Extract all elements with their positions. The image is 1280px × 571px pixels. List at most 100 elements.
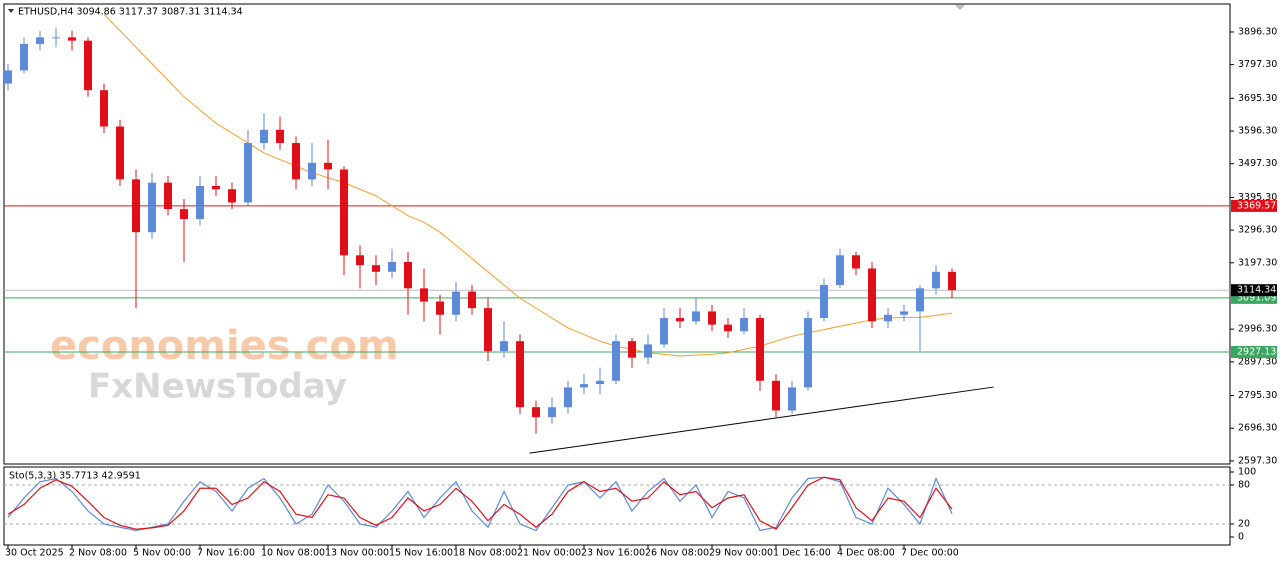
main-panel-frame: [3, 3, 1231, 465]
indicator-panel-frame: [3, 466, 1231, 546]
candle-body: [900, 311, 908, 315]
candle-body: [164, 182, 172, 210]
y-tick-label: 3596.30: [1238, 126, 1277, 137]
candle-body: [404, 261, 412, 289]
candle-body: [372, 265, 380, 272]
candle-body: [756, 318, 764, 381]
candle-body: [292, 143, 300, 180]
x-tick-label: 2 Nov 08:00: [69, 548, 127, 559]
x-tick-label: 18 Nov 08:00: [453, 548, 517, 559]
candle-body: [884, 314, 892, 322]
candle-body: [468, 291, 476, 309]
candle-body: [324, 162, 332, 170]
candle-body: [596, 380, 604, 385]
candle-body: [772, 380, 780, 411]
y-tick-label: 3395.30: [1238, 192, 1277, 203]
candle-body: [148, 182, 156, 233]
candle-body: [484, 308, 492, 352]
x-tick-label: 26 Nov 08:00: [645, 548, 709, 559]
y-tick-label: 3497.30: [1238, 158, 1277, 169]
candle-body: [836, 255, 844, 286]
price-label: 2927.13: [1237, 347, 1276, 358]
candle-body: [388, 261, 396, 272]
candle-body: [180, 209, 188, 219]
stochastic-line: [7, 476, 953, 530]
candle-body: [788, 387, 796, 411]
candle-body: [36, 37, 44, 44]
y-tick-label: 3296.30: [1238, 225, 1277, 236]
x-tick-label: 7 Nov 16:00: [197, 548, 255, 559]
candle-body: [804, 318, 812, 388]
candle-body: [420, 288, 428, 302]
x-tick-label: 7 Dec 00:00: [901, 548, 959, 559]
candle-body: [548, 407, 556, 418]
price-label: 3091.09: [1237, 292, 1276, 303]
candle-body: [196, 185, 204, 219]
x-tick-label: 23 Nov 16:00: [581, 548, 645, 559]
x-tick-label: 10 Nov 08:00: [261, 548, 325, 559]
current-price-label: 3114.34: [1237, 285, 1276, 296]
candle-body: [724, 324, 732, 332]
x-tick-label: 21 Nov 00:00: [517, 548, 581, 559]
candle-body: [612, 341, 620, 381]
candle-body: [628, 341, 636, 358]
candle-body: [740, 318, 748, 332]
candle-body: [212, 185, 220, 190]
x-tick-label: 5 Nov 00:00: [133, 548, 191, 559]
candle-body: [500, 341, 508, 352]
watermark: economies.com: [50, 323, 399, 369]
price-label: 3369.57: [1237, 200, 1276, 211]
y-tick-label: 2597.30: [1238, 455, 1277, 466]
candle-body: [708, 311, 716, 325]
stochastic-line: [7, 476, 953, 532]
candle-body: [356, 255, 364, 266]
y-tick-label: 2897.30: [1238, 356, 1277, 367]
candle-body: [308, 162, 316, 180]
candle-body: [660, 318, 668, 345]
x-tick-label: 30 Oct 2025: [5, 548, 64, 559]
candle-body: [868, 268, 876, 322]
candle-body: [852, 255, 860, 269]
y-tick-label: 3797.30: [1238, 59, 1277, 70]
candle-body: [340, 169, 348, 256]
candle-body: [580, 384, 588, 388]
candle-body: [644, 344, 652, 358]
indicator-title: Sto(5,3,3) 35.7713 42.9591: [9, 471, 141, 482]
y-tick-label: 3896.30: [1238, 26, 1277, 37]
y-tick-label: 2795.30: [1238, 390, 1277, 401]
current-price-box: [1231, 284, 1277, 297]
candle-body: [100, 90, 108, 127]
candle-body: [84, 40, 92, 91]
candle-body: [116, 126, 124, 180]
candle-body: [916, 288, 924, 312]
x-tick-label: 1 Dec 16:00: [773, 548, 831, 559]
y-tick-label: 0: [1238, 532, 1244, 543]
candle-body: [452, 291, 460, 315]
x-tick-label: 13 Nov 00:00: [325, 548, 389, 559]
candle-body: [20, 43, 28, 71]
candle-body: [948, 271, 956, 291]
watermark: FxNewsToday: [88, 367, 347, 407]
candle-body: [932, 271, 940, 289]
scroll-marker: [955, 5, 965, 10]
candle-body: [260, 129, 268, 144]
y-tick-label: 3695.30: [1238, 93, 1277, 104]
y-tick-label: 100: [1238, 467, 1256, 478]
candle-body: [564, 387, 572, 408]
menu-arrow[interactable]: [8, 9, 14, 13]
x-tick-label: 4 Dec 08:00: [837, 548, 895, 559]
candle-body: [820, 285, 828, 319]
candle-body: [676, 318, 684, 322]
y-tick-label: 20: [1238, 519, 1250, 530]
candle-body: [132, 179, 140, 233]
candle-body: [692, 311, 700, 322]
price-label-box: [1231, 346, 1277, 359]
y-tick-label: 2996.30: [1238, 324, 1277, 335]
candle-body: [228, 189, 236, 203]
candle-body: [436, 301, 444, 315]
candle-body: [244, 143, 252, 203]
trend-line: [529, 386, 994, 454]
candle-body: [68, 37, 76, 41]
chart-title: ETHUSD,H4 3094.86 3117.37 3087.31 3114.3…: [18, 7, 243, 18]
